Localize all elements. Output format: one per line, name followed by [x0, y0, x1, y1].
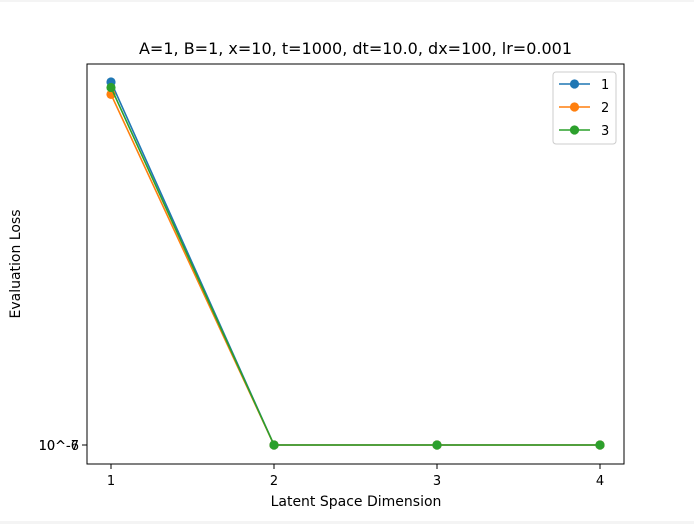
y-axis-ticks: 10^-610^-7: [39, 439, 87, 454]
x-tick-label: 1: [107, 474, 115, 489]
series-layer: [106, 77, 605, 450]
x-axis-ticks: 1 2 3 4: [107, 464, 604, 489]
x-tick-label: 3: [433, 474, 441, 489]
y-tick-label: 10^-7: [39, 439, 79, 454]
x-tick-label: 4: [596, 474, 604, 489]
legend-label: 1: [601, 78, 609, 93]
plot-area: [86, 63, 625, 465]
data-point: [432, 440, 442, 450]
data-point: [106, 82, 116, 93]
x-tick-label: 2: [270, 474, 278, 489]
data-point: [595, 440, 605, 450]
legend-marker: [569, 125, 580, 135]
legend-entry: 3: [559, 124, 609, 139]
bottom-edge: [0, 521, 694, 524]
series-3: [106, 82, 605, 450]
data-point: [269, 440, 279, 450]
legend-label: 3: [601, 124, 609, 139]
legend: 1 2 3: [552, 71, 617, 145]
x-axis-label: Latent Space Dimension: [271, 494, 442, 510]
legend-entry: 2: [559, 101, 609, 116]
series-line: [110, 87, 600, 446]
top-edge: [0, 0, 694, 2]
legend-marker: [569, 102, 580, 112]
legend-marker: [569, 79, 580, 89]
chart-title: A=1, B=1, x=10, t=1000, dt=10.0, dx=100,…: [139, 39, 572, 58]
y-tick-label: 10^-6: [39, 439, 79, 454]
y-axis-label: Evaluation Loss: [8, 209, 24, 318]
legend-label: 2: [601, 101, 609, 116]
legend-box: [552, 71, 617, 145]
legend-entry: 1: [559, 78, 609, 93]
